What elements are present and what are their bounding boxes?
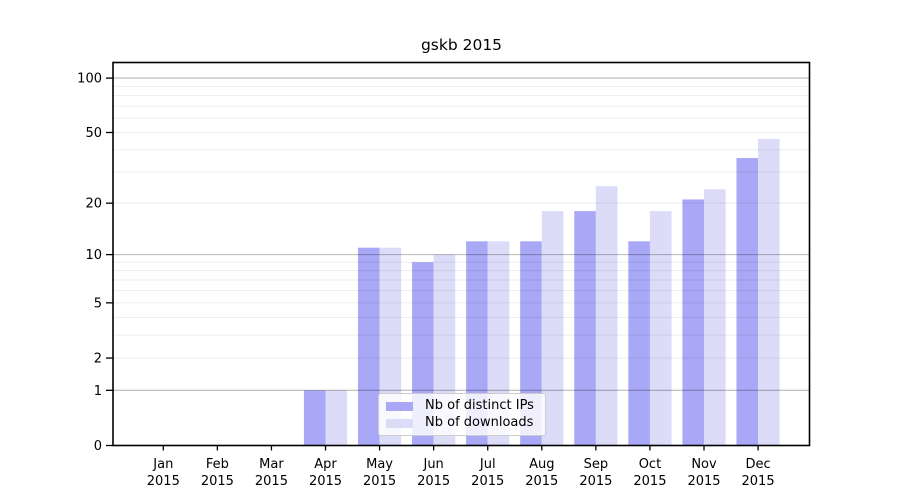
- bar-downloads-nov: [704, 189, 726, 446]
- x-tick-label-year-jul: 2015: [471, 474, 504, 489]
- y-tick-label-50: 50: [85, 126, 102, 141]
- x-tick-label-year-aug: 2015: [525, 474, 558, 489]
- y-tick-label-5: 5: [94, 296, 102, 311]
- bar-downloads-oct: [649, 211, 672, 446]
- legend-label-downloads: Nb of downloads: [425, 415, 534, 430]
- x-tick-label-month-feb: Feb: [206, 457, 229, 472]
- bar-distinct-ips-may: [357, 247, 380, 446]
- y-tick-label-0: 0: [94, 439, 102, 454]
- x-tick-label-year-jun: 2015: [417, 474, 450, 489]
- chart-title: gskb 2015: [420, 36, 503, 54]
- y-tick-label-2: 2: [94, 352, 102, 367]
- x-tick-label-month-may: May: [366, 457, 393, 472]
- x-tick-label-year-nov: 2015: [687, 474, 720, 489]
- y-tick-label-20: 20: [85, 197, 102, 212]
- bar-downloads-aug: [541, 211, 564, 446]
- x-tick-label-year-sep: 2015: [579, 474, 612, 489]
- x-tick-label-year-feb: 2015: [201, 474, 234, 489]
- x-tick-label-month-jun: Jun: [422, 457, 443, 472]
- legend-item-downloads: Nb of downloads: [386, 416, 534, 430]
- x-tick-label-year-dec: 2015: [742, 474, 775, 489]
- bar-downloads-sep: [595, 186, 618, 446]
- x-tick-label-month-aug: Aug: [529, 457, 554, 472]
- x-tick-label-month-jul: Jul: [479, 457, 496, 472]
- bar-distinct-ips-sep: [574, 211, 596, 446]
- legend-label-distinct-ips: Nb of distinct IPs: [425, 398, 534, 413]
- y-tick-label-100: 100: [77, 72, 102, 87]
- x-tick-label-year-oct: 2015: [633, 474, 666, 489]
- x-tick-label-year-jan: 2015: [147, 474, 180, 489]
- x-tick-label-year-may: 2015: [363, 474, 396, 489]
- x-tick-label-month-mar: Mar: [259, 457, 284, 472]
- x-tick-label-month-apr: Apr: [314, 457, 337, 472]
- legend-item-distinct-ips: Nb of distinct IPs: [386, 399, 534, 413]
- x-tick-label-month-sep: Sep: [584, 457, 609, 472]
- x-tick-label-year-mar: 2015: [255, 474, 288, 489]
- bar-distinct-ips-apr: [303, 390, 326, 446]
- x-tick-label-year-apr: 2015: [309, 474, 342, 489]
- x-tick-label-month-nov: Nov: [691, 457, 717, 472]
- y-tick-label-10: 10: [85, 248, 102, 263]
- bar-distinct-ips-oct: [628, 241, 650, 446]
- bar-distinct-ips-dec: [736, 158, 759, 446]
- y-tick-label-1: 1: [94, 384, 102, 399]
- bar-downloads-dec: [758, 139, 780, 446]
- legend-swatch-downloads: [386, 418, 413, 428]
- bar-distinct-ips-nov: [682, 199, 704, 446]
- x-tick-label-month-dec: Dec: [745, 457, 770, 472]
- legend-swatch-distinct-ips: [386, 401, 413, 411]
- x-tick-label-month-oct: Oct: [639, 457, 661, 472]
- x-tick-label-month-jan: Jan: [152, 457, 173, 472]
- bar-downloads-apr: [325, 390, 348, 446]
- legend: Nb of distinct IPs Nb of downloads: [378, 393, 546, 436]
